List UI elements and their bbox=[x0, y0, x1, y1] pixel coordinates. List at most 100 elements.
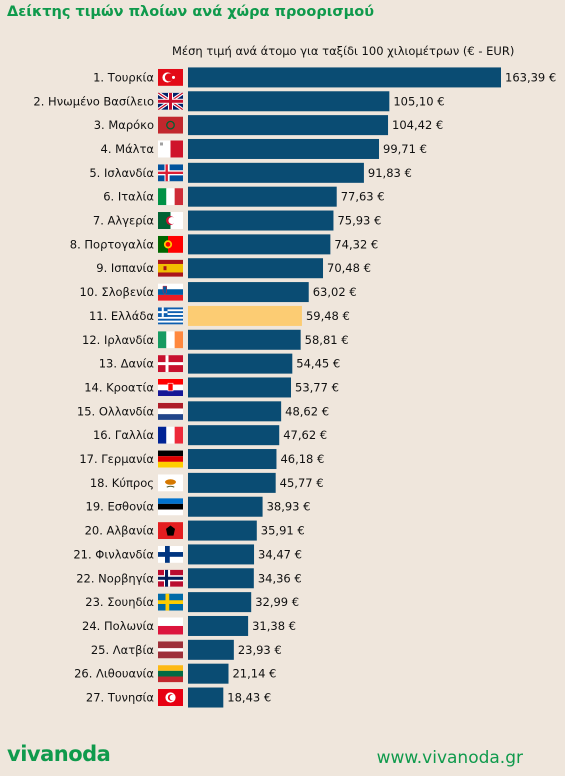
value-label: 105,10 € bbox=[393, 94, 444, 108]
chart-title: Δείκτης τιμών πλοίων ανά χώρα προορισμού bbox=[7, 4, 375, 20]
bar bbox=[188, 115, 389, 136]
sweden-flag-icon bbox=[158, 593, 183, 611]
latvia-flag-icon bbox=[158, 641, 183, 659]
bar bbox=[188, 67, 501, 88]
category-label: 12. Ιρλανδία bbox=[82, 333, 154, 347]
value-label: 77,63 € bbox=[341, 190, 385, 204]
bar bbox=[188, 353, 293, 374]
bar bbox=[188, 592, 252, 613]
iceland-flag-icon bbox=[158, 164, 183, 182]
spain-flag-icon bbox=[158, 259, 183, 277]
value-label: 47,62 € bbox=[283, 428, 327, 442]
bar bbox=[188, 91, 390, 112]
finland-flag-icon bbox=[158, 545, 183, 563]
bar bbox=[188, 639, 234, 660]
uk-flag-icon bbox=[158, 92, 183, 110]
chart-subtitle: Μέση τιμή ανά άτομο για ταξίδι 100 χιλιο… bbox=[172, 44, 515, 58]
value-label: 63,02 € bbox=[313, 285, 357, 299]
bar bbox=[188, 472, 276, 493]
category-label: 20. Αλβανία bbox=[85, 524, 155, 538]
category-label: 23. Σουηδία bbox=[85, 595, 154, 609]
value-label: 21,14 € bbox=[232, 667, 276, 681]
category-label: 25. Λατβία bbox=[91, 643, 155, 657]
value-label: 74,32 € bbox=[334, 237, 378, 251]
bar bbox=[188, 687, 224, 708]
turkey-flag-icon bbox=[158, 68, 183, 86]
bar bbox=[188, 568, 254, 589]
value-label: 31,38 € bbox=[252, 619, 296, 633]
value-label: 99,71 € bbox=[383, 142, 427, 156]
value-label: 163,39 € bbox=[505, 70, 556, 84]
category-label: 11. Ελλάδα bbox=[89, 309, 154, 323]
bar bbox=[188, 663, 229, 684]
bar bbox=[188, 234, 331, 255]
ireland-flag-icon bbox=[158, 331, 183, 349]
bar bbox=[188, 544, 255, 565]
category-label: 26. Λιθουανία bbox=[74, 667, 154, 681]
morocco-flag-icon bbox=[158, 116, 183, 134]
bar bbox=[188, 449, 277, 470]
value-label: 54,45 € bbox=[296, 357, 340, 371]
bar bbox=[188, 186, 337, 207]
bar bbox=[188, 258, 324, 279]
footer-url[interactable]: www.vivanoda.gr bbox=[376, 748, 523, 768]
bar bbox=[188, 210, 334, 231]
category-label: 13. Δανία bbox=[99, 357, 155, 371]
value-label: 38,93 € bbox=[267, 500, 311, 514]
category-label: 22. Νορβηγία bbox=[76, 571, 154, 585]
category-label: 6. Ιταλία bbox=[103, 190, 154, 204]
vivanoda-logo: vivanoda bbox=[7, 742, 111, 766]
category-label: 21. Φινλανδία bbox=[73, 547, 154, 561]
germany-flag-icon bbox=[158, 450, 183, 468]
category-label: 2. Ηνωμένο Βασίλειο bbox=[33, 94, 154, 108]
value-label: 18,43 € bbox=[227, 691, 271, 705]
category-label: 8. Πορτογαλία bbox=[70, 237, 155, 251]
netherlands-flag-icon bbox=[158, 402, 183, 420]
slovenia-flag-icon bbox=[158, 283, 183, 301]
value-label: 45,77 € bbox=[280, 476, 324, 490]
bar bbox=[188, 282, 309, 303]
category-label: 14. Κροατία bbox=[84, 380, 154, 394]
value-label: 34,36 € bbox=[258, 571, 302, 585]
category-label: 7. Αλγερία bbox=[93, 214, 155, 228]
algeria-flag-icon bbox=[158, 212, 183, 230]
value-label: 48,62 € bbox=[285, 404, 329, 418]
italy-flag-icon bbox=[158, 188, 183, 206]
bar bbox=[188, 138, 380, 159]
bar bbox=[188, 329, 301, 350]
value-label: 75,93 € bbox=[337, 214, 381, 228]
category-label: 24. Πολωνία bbox=[82, 619, 154, 633]
poland-flag-icon bbox=[158, 617, 183, 635]
bar bbox=[188, 496, 263, 517]
france-flag-icon bbox=[158, 426, 183, 444]
bar bbox=[188, 615, 249, 636]
value-label: 46,18 € bbox=[280, 452, 324, 466]
category-label: 1. Τουρκία bbox=[93, 70, 154, 84]
denmark-flag-icon bbox=[158, 355, 183, 373]
value-label: 34,47 € bbox=[258, 547, 302, 561]
category-label: 5. Ισλανδία bbox=[89, 166, 154, 180]
bar bbox=[188, 520, 257, 541]
portugal-flag-icon bbox=[158, 235, 183, 253]
cyprus-flag-icon bbox=[158, 474, 183, 492]
value-label: 53,77 € bbox=[295, 380, 339, 394]
value-label: 58,81 € bbox=[305, 333, 349, 347]
albania-flag-icon bbox=[158, 522, 183, 540]
category-label: 19. Εσθονία bbox=[86, 500, 155, 514]
greece-flag-icon bbox=[158, 307, 183, 325]
bar bbox=[188, 377, 292, 398]
norway-flag-icon bbox=[158, 569, 183, 587]
malta-flag-icon bbox=[158, 140, 183, 158]
value-label: 70,48 € bbox=[327, 261, 371, 275]
bar bbox=[188, 425, 280, 446]
value-label: 104,42 € bbox=[392, 118, 443, 132]
category-label: 16. Γαλλία bbox=[93, 428, 154, 442]
bar bbox=[188, 305, 302, 326]
category-label: 18. Κύπρος bbox=[90, 476, 154, 490]
croatia-flag-icon bbox=[158, 378, 183, 396]
category-label: 17. Γερμανία bbox=[79, 452, 154, 466]
category-label: 15. Ολλανδία bbox=[77, 404, 155, 418]
value-label: 35,91 € bbox=[261, 524, 305, 538]
category-label: 27. Τυνησία bbox=[86, 691, 155, 705]
